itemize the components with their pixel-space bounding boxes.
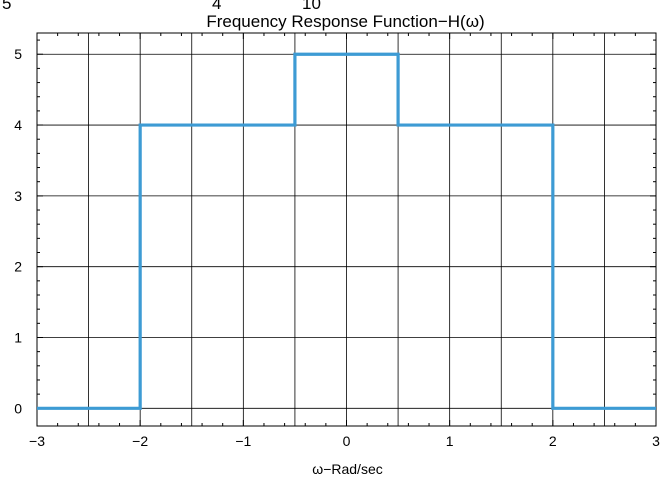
chart-title: Frequency Response Function−H(ω) [206,12,484,31]
x-tick-label: 3 [652,433,660,449]
series-line [37,52,656,410]
y-tick-label: 4 [14,117,22,133]
cropped-text-fragment: 5 [2,0,11,13]
cropped-text-fragment: 4 [212,0,221,13]
x-tick-labels: −3 −2 −1 0 1 2 3 [29,433,660,449]
y-tick-label: 1 [14,329,22,345]
x-axis-label: ω−Rad/sec [312,461,382,477]
cropped-top-fragments: 5 4 10 [2,0,321,13]
x-tick-label: −3 [29,433,45,449]
grid-lines [37,33,656,426]
cropped-text-fragment: 10 [302,0,321,13]
y-tick-label: 5 [14,46,22,62]
x-tick-label: 0 [343,433,351,449]
y-tick-label: 3 [14,188,22,204]
series-layer [37,52,656,410]
x-tick-label: 1 [446,433,454,449]
x-tick-label: 2 [549,433,557,449]
y-tick-label: 2 [14,259,22,275]
x-tick-label: −2 [132,433,148,449]
y-tick-label: 0 [14,400,22,416]
x-tick-label: −1 [235,433,251,449]
y-tick-labels: 0 1 2 3 4 5 [14,46,22,416]
